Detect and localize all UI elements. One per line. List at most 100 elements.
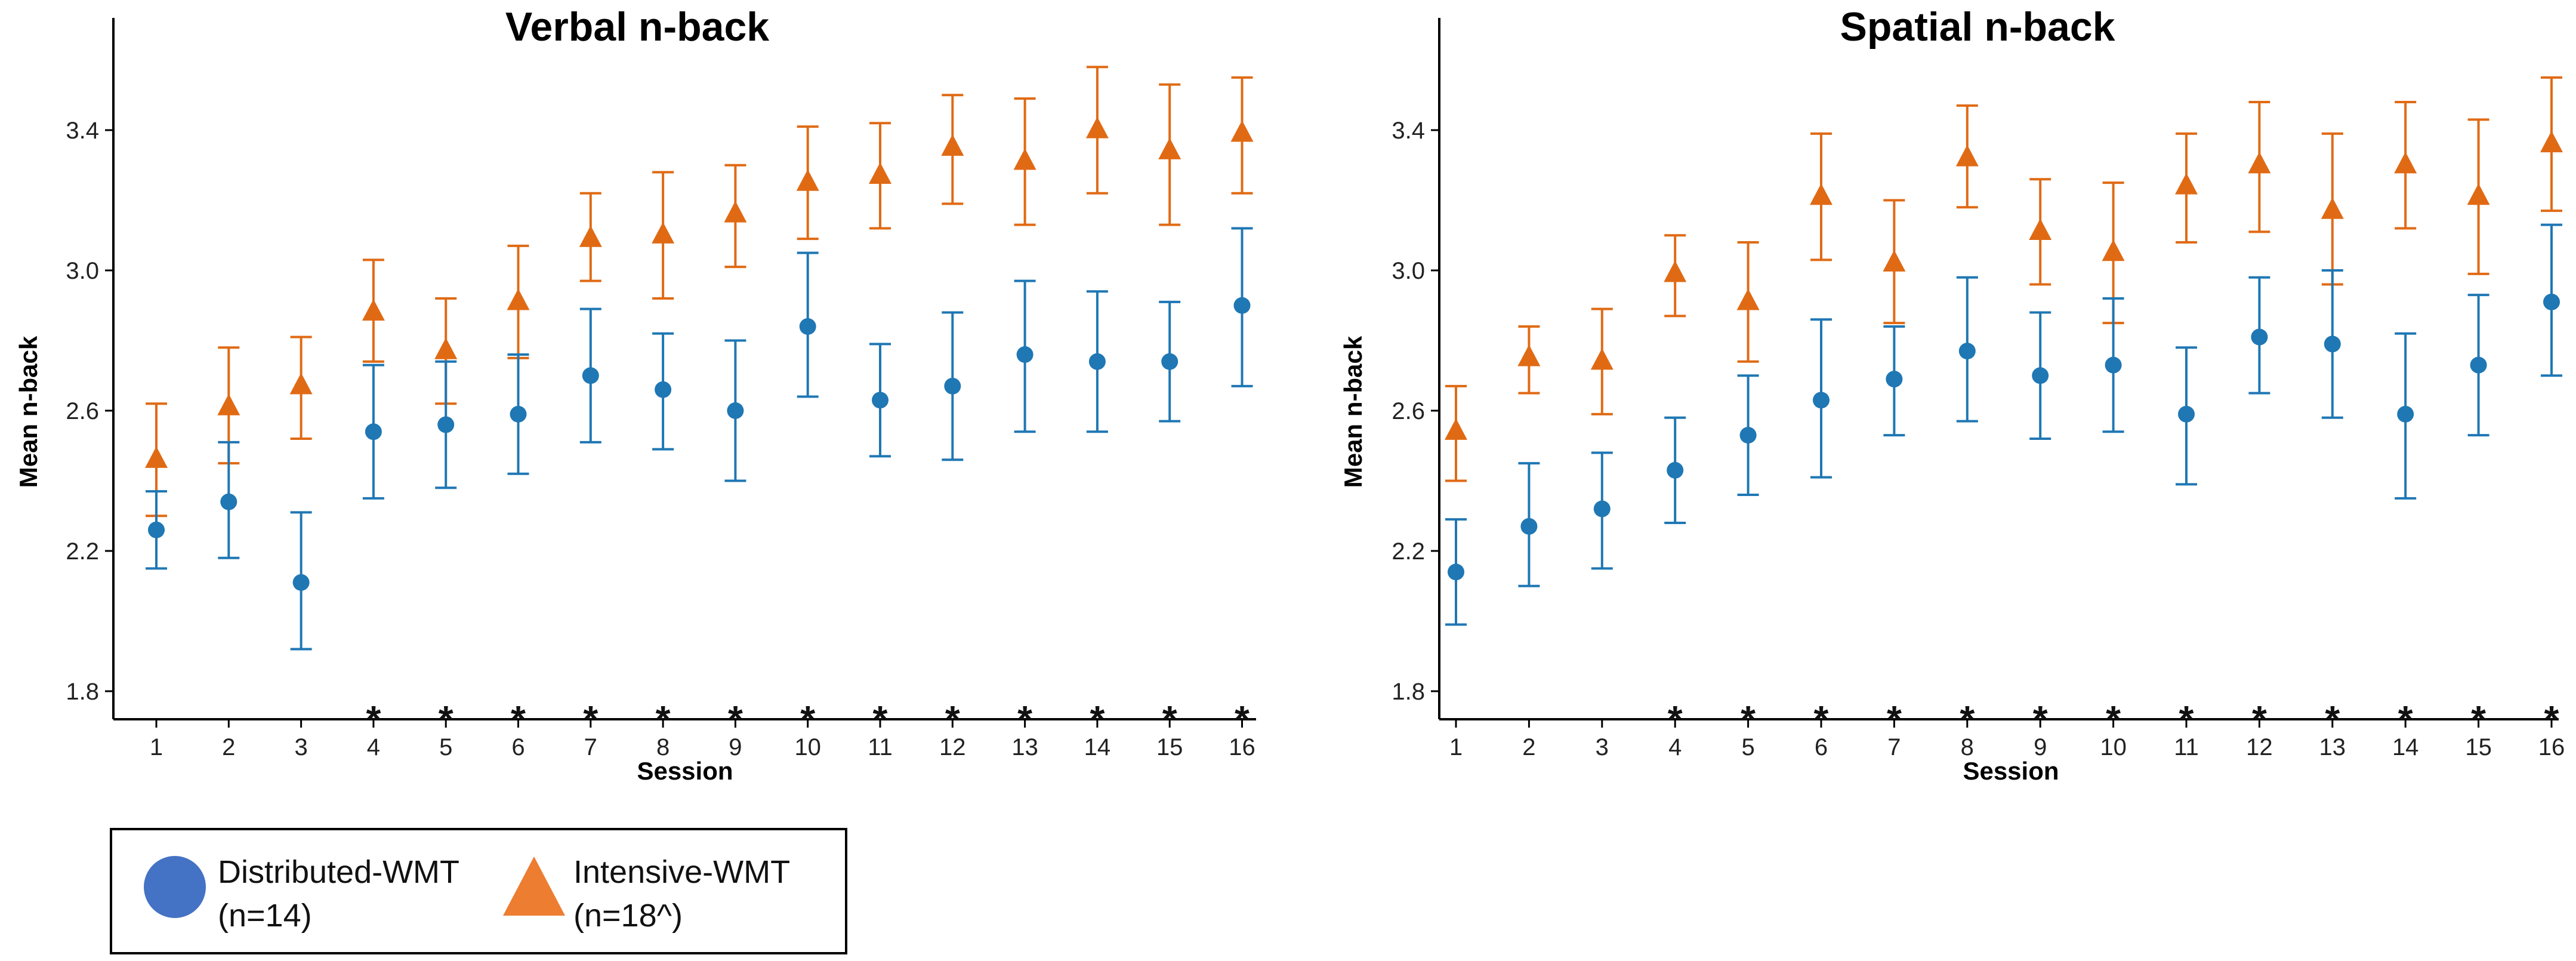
- x-axis-label: Session: [637, 757, 733, 785]
- x-tick-label: 2: [222, 734, 235, 760]
- significance-star: *: [2179, 698, 2194, 741]
- data-point-intensive: [2175, 173, 2198, 195]
- data-point-intensive: [869, 162, 891, 184]
- legend-sub-distributed: (n=14): [218, 898, 312, 934]
- data-point-distributed: [2105, 356, 2122, 374]
- y-tick-label: 3.4: [1392, 118, 1425, 144]
- x-tick-label: 1: [150, 734, 163, 760]
- data-point-distributed: [1088, 353, 1106, 370]
- y-tick-label: 1.8: [1392, 679, 1425, 705]
- data-point-intensive: [217, 393, 240, 415]
- data-point-distributed: [2032, 367, 2049, 384]
- verbal-nback-panel: Verbal n-back Mean n-back Session 1.8 2.2…: [14, 4, 1256, 785]
- x-tick-label: 3: [1596, 734, 1609, 760]
- data-point-distributed: [1958, 343, 1976, 360]
- y-tick-label: 3.0: [1392, 258, 1425, 284]
- significance-star: *: [2544, 698, 2559, 741]
- data-point-distributed: [1448, 563, 1464, 581]
- data-point-intensive: [941, 134, 964, 156]
- significance-star: *: [1017, 698, 1032, 741]
- significance-star: *: [1741, 698, 1756, 741]
- data-point-intensive: [2248, 152, 2271, 174]
- data-point-intensive: [1085, 116, 1109, 138]
- x-tick-label: 10: [2100, 734, 2127, 760]
- significance-star: *: [945, 698, 960, 741]
- data-point-distributed: [872, 392, 889, 409]
- data-point-intensive: [796, 169, 819, 191]
- x-tick-label: 1: [1449, 734, 1463, 760]
- data-point-intensive: [2029, 218, 2052, 241]
- data-point-intensive: [2102, 239, 2125, 261]
- data-point-intensive: [1445, 418, 1467, 440]
- data-point-distributed: [1593, 500, 1611, 518]
- x-tick-label: 8: [656, 734, 670, 760]
- significance-star: *: [1814, 698, 1829, 741]
- data-point-distributed: [148, 521, 165, 538]
- chart-title: Verbal n-back: [505, 4, 769, 50]
- significance-star: *: [2252, 698, 2267, 741]
- y-tick-label: 2.2: [1392, 538, 1425, 565]
- data-point-distributed: [582, 367, 599, 384]
- y-tick-label: 2.6: [66, 398, 99, 424]
- y-axis-label: Mean n-back: [1339, 335, 1367, 488]
- significance-star: *: [2398, 698, 2413, 741]
- x-tick-label: 11: [868, 734, 893, 760]
- data-point-intensive: [507, 288, 530, 310]
- significance-star: *: [511, 698, 526, 741]
- data-point-intensive: [434, 337, 458, 359]
- x-tick-label: 11: [2174, 734, 2199, 760]
- y-tick-label: 2.6: [1392, 398, 1425, 424]
- significance-star: *: [873, 698, 888, 741]
- significance-star: *: [439, 698, 454, 741]
- x-tick-label: 10: [794, 734, 821, 760]
- data-point-distributed: [220, 493, 237, 510]
- data-point-distributed: [2470, 356, 2487, 374]
- x-tick-label: 16: [2538, 734, 2565, 760]
- data-point-intensive: [1883, 250, 1906, 272]
- data-point-distributed: [1813, 392, 1830, 409]
- x-tick-label: 13: [1011, 734, 1038, 760]
- significance-star: *: [1162, 698, 1177, 741]
- data-point-intensive: [724, 201, 747, 223]
- x-tick-label: 14: [2392, 734, 2419, 760]
- significance-star: *: [2325, 698, 2340, 741]
- x-tick-label: 12: [939, 734, 966, 760]
- significance-star: *: [366, 698, 381, 741]
- data-point-intensive: [1230, 120, 1254, 142]
- legend-label-distributed: Distributed-WMT: [218, 854, 459, 890]
- y-tick-label: 2.2: [66, 538, 99, 565]
- data-point-distributed: [2397, 405, 2414, 423]
- data-point-distributed: [1161, 353, 1179, 370]
- x-tick-label: 4: [367, 734, 380, 760]
- data-point-intensive: [1810, 183, 1832, 205]
- legend-label-intensive: Intensive-WMT: [573, 854, 790, 890]
- data-point-intensive: [1158, 137, 1181, 159]
- data-point-intensive: [1664, 260, 1687, 282]
- x-tick-label: 9: [2034, 734, 2047, 760]
- significance-star: *: [2033, 698, 2048, 741]
- data-point-distributed: [1520, 518, 1538, 535]
- x-tick-label: 7: [584, 734, 597, 760]
- data-point-distributed: [437, 416, 455, 433]
- legend-triangle-marker: [503, 857, 565, 916]
- significance-star: *: [800, 698, 815, 741]
- significance-star: *: [1090, 698, 1105, 741]
- data-point-intensive: [362, 299, 385, 321]
- data-point-intensive: [1013, 148, 1036, 170]
- significance-star: *: [1235, 698, 1250, 741]
- x-tick-label: 8: [1961, 734, 1974, 760]
- x-tick-label: 5: [1741, 734, 1754, 760]
- data-point-distributed: [510, 405, 527, 423]
- data-point-intensive: [289, 372, 313, 395]
- x-tick-label: 6: [1815, 734, 1828, 760]
- data-point-distributed: [2251, 328, 2268, 346]
- data-point-distributed: [1886, 371, 1903, 388]
- data-point-distributed: [944, 377, 961, 395]
- x-tick-label: 12: [2246, 734, 2273, 760]
- x-axis-label: Session: [1963, 757, 2059, 785]
- data-point-intensive: [579, 225, 602, 247]
- data-point-intensive: [2467, 183, 2490, 205]
- data-point-distributed: [727, 402, 744, 419]
- legend-sub-intensive: (n=18^): [573, 898, 683, 934]
